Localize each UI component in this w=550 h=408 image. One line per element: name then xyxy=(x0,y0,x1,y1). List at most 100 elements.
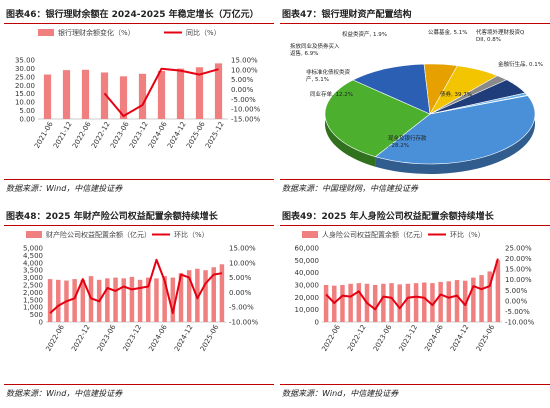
y-right-tick-label: 5.00% xyxy=(231,76,254,84)
pie-slice xyxy=(352,63,431,115)
source-bar: 数据来源：中国理财网，中信建投证券 xyxy=(280,179,550,193)
y-right-tick-label: 5.00% xyxy=(505,287,528,295)
bar xyxy=(356,283,362,322)
pie-slice xyxy=(324,79,431,158)
y-left-tick-label: 5.00 xyxy=(19,107,35,115)
life-insurer-chart: 人身险公司权益配置余额（亿元） 环比（%） 0 10,000 20,000 30,000 4… xyxy=(295,230,535,353)
bar xyxy=(495,260,501,322)
panel-wealth-asset-allocation: 图表47：银行理财资产配置结构 债券, 39.7% 现金及银行存款, 28.2% 同… xyxy=(280,4,550,196)
x-tick-label: 2024-06 xyxy=(423,323,445,353)
bar xyxy=(129,276,135,322)
pie-slice-label: 拆放同业及债券买入返售, 6.9% xyxy=(290,42,340,57)
legend-label-bar: 人身险公司权益配置余额（亿元） xyxy=(322,230,427,239)
bar xyxy=(348,283,353,322)
x-tick-label: 2022-12 xyxy=(70,323,92,352)
y-left-tick-label: 0 xyxy=(315,319,319,327)
chart-title: 图表48：2025 年财产险公司权益配置余额持续增长 xyxy=(6,212,218,222)
y-right-tick-label: 10.00% xyxy=(505,276,532,284)
y-right-tick-label: -15.00% xyxy=(231,116,261,124)
pie-slice-label: 现金及银行存款, 28.2% xyxy=(388,134,427,149)
y-left-tick-label: 3,500 xyxy=(23,267,43,275)
y-left-tick-label: 10,000 xyxy=(295,306,320,314)
y-left-tick-label: 15.00 xyxy=(15,90,35,98)
y-right-tick-label: 15.00% xyxy=(229,245,256,253)
y-left-tick-label: 60,000 xyxy=(295,245,320,253)
y-left-tick-label: 1,000 xyxy=(23,304,43,312)
y-right-tick-label: 15.00% xyxy=(231,57,258,65)
pie-slice xyxy=(429,94,529,115)
y-left-tick-label: 4,000 xyxy=(23,259,43,267)
legend-swatch-bar xyxy=(26,231,42,238)
y-right-tick-label: -5.00% xyxy=(231,96,256,104)
pie-slice-label: 公募基金, 5.1% xyxy=(428,28,467,36)
bar xyxy=(195,268,200,322)
x-tick-label: 2025-06 xyxy=(199,323,221,353)
pc-insurer-chart: 财产险公司权益配置余额（亿元） 环比（%）05001,0001,5002,0002… xyxy=(23,230,259,353)
x-tick-label: 2024-12 xyxy=(449,323,471,352)
y-right-tick-label: -10.00% xyxy=(505,319,535,327)
x-tick-label: 2023-12 xyxy=(398,323,420,352)
y-left-tick-label: 20,000 xyxy=(295,294,320,302)
panel-title-bar: 图表49：2025 年人身险公司权益配置余额持续增长 xyxy=(280,206,550,226)
legend-label-line: 环比（%） xyxy=(174,230,209,239)
panel-life-insurer-equity: 图表49：2025 年人身险公司权益配置余额持续增长 人身险公司权益配置余额（亿… xyxy=(280,206,550,406)
legend-swatch-bar xyxy=(38,29,54,36)
panel-bank-wealth-balance: 图表46：银行理财余额在 2024-2025 年稳定增长（万亿元） 银行理财余额… xyxy=(4,4,274,196)
bar xyxy=(100,72,109,119)
y-left-tick-label: 35.00 xyxy=(15,57,35,65)
y-left-tick-label: 50,000 xyxy=(295,257,320,265)
pie-slice xyxy=(374,95,536,165)
x-tick-label: 2023-06 xyxy=(96,323,118,353)
x-tick-label: 2024-12 xyxy=(173,323,195,352)
bar xyxy=(178,273,184,322)
bar xyxy=(81,69,90,119)
y-left-tick-label: 1,500 xyxy=(23,296,43,304)
panel-pc-insurer-equity: 图表48：2025 年财产险公司权益配置余额持续增长 财产险公司权益配置余额（亿… xyxy=(4,206,274,406)
bar xyxy=(162,276,167,322)
y-left-tick-label: 40,000 xyxy=(295,269,320,277)
bar xyxy=(43,74,52,119)
bar xyxy=(137,279,143,322)
bar xyxy=(487,271,492,322)
y-right-tick-label: -5.00% xyxy=(229,304,254,312)
y-right-tick-label: 5.00% xyxy=(229,274,252,282)
data-source: 数据来源：Wind，中信建投证券 xyxy=(282,389,399,398)
panel-title-bar: 图表46：银行理财余额在 2024-2025 年稳定增长（万亿元） xyxy=(4,4,274,24)
bar xyxy=(211,267,216,322)
bar xyxy=(323,285,329,322)
bar xyxy=(203,270,208,322)
bar xyxy=(219,264,225,322)
pie-slice-label: 非标准化债权类资产, 5.1% xyxy=(306,68,351,83)
bar xyxy=(446,281,452,322)
chart-title: 图表49：2025 年人身险公司权益配置余额持续增长 xyxy=(282,212,494,222)
bar xyxy=(422,282,427,322)
bar xyxy=(471,277,476,322)
y-right-tick-label: 0.00% xyxy=(231,86,254,94)
data-source: 数据来源：Wind，中信建投证券 xyxy=(6,184,123,193)
bar xyxy=(113,277,118,322)
pie-slice-label: 同业存单, 12.2% xyxy=(310,90,353,98)
x-tick-label: 2022-06 xyxy=(44,323,66,353)
bar xyxy=(176,68,185,119)
legend-swatch-bar xyxy=(302,231,318,238)
y-right-tick-label: -10.00% xyxy=(229,319,259,327)
bar xyxy=(154,278,159,322)
bar xyxy=(195,67,204,119)
bar xyxy=(372,285,378,322)
line-series xyxy=(103,67,219,117)
bar xyxy=(47,279,53,322)
data-source: 数据来源：中国理财网，中信建投证券 xyxy=(282,184,418,193)
bar xyxy=(389,283,394,322)
line-series xyxy=(325,258,499,311)
y-left-tick-label: 2,000 xyxy=(23,289,43,297)
bar xyxy=(479,275,484,322)
source-bar: 数据来源：Wind，中信建投证券 xyxy=(4,384,274,398)
x-tick-label: 2023-06 xyxy=(372,323,394,353)
pie-slice-label: 权益类资产, 1.9% xyxy=(342,30,387,38)
bar xyxy=(138,73,147,119)
bar xyxy=(119,76,128,119)
y-left-tick-label: 5,000 xyxy=(23,245,43,253)
y-left-tick-label: 4,500 xyxy=(23,252,43,260)
asset-allocation-pie: 债券, 39.7% 现金及银行存款, 28.2% 同业存单, 12.2% 非标准化债权… xyxy=(290,28,543,174)
y-left-tick-label: 3,000 xyxy=(23,274,43,282)
